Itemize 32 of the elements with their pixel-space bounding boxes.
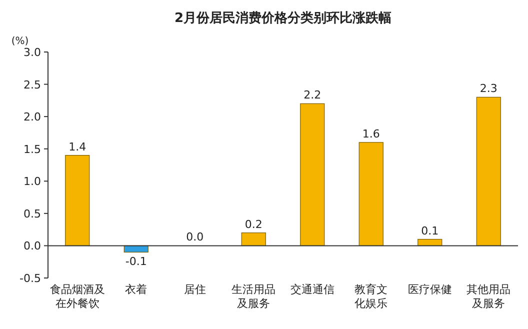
- x-tick-label: 居住: [183, 283, 206, 297]
- data-label: 1.4: [68, 140, 86, 154]
- data-label: 0.1: [421, 224, 439, 238]
- chart-title: 2月份居民消费价格分类别环比涨跌幅: [174, 11, 392, 26]
- data-label: -0.1: [125, 255, 147, 268]
- x-tick-label: 其他用品及服务: [466, 283, 512, 311]
- bar: [241, 232, 266, 246]
- data-label: 1.6: [362, 127, 380, 140]
- x-tick-label: 生活用品及服务: [231, 283, 276, 311]
- data-label: 0.0: [186, 230, 204, 244]
- y-tick-label: 1.0: [24, 175, 41, 188]
- data-label: 2.2: [304, 88, 322, 102]
- y-tick-label: 0.0: [24, 240, 41, 253]
- x-tick-label: 医疗保健: [407, 283, 452, 297]
- bar: [300, 103, 325, 246]
- bar: [124, 245, 148, 252]
- y-tick-label: -0.5: [20, 272, 41, 285]
- data-label: 2.3: [480, 82, 498, 96]
- x-tick-label: 衣着: [124, 283, 148, 297]
- y-tick-label: 3.0: [24, 46, 41, 59]
- x-tick-label: 教育文化娱乐: [354, 283, 388, 311]
- y-tick-label: 0.5: [24, 207, 41, 220]
- y-tick-label: 1.5: [24, 142, 41, 156]
- data-label: 0.2: [244, 218, 262, 231]
- y-tick-label: 2.0: [24, 110, 41, 124]
- bar: [65, 155, 90, 246]
- bar: [358, 142, 384, 246]
- x-tick-label: 交通通信: [290, 283, 335, 297]
- y-axis-title: (%): [11, 36, 29, 47]
- y-tick-label: 2.5: [24, 78, 41, 92]
- bar: [476, 96, 501, 246]
- x-tick-label: 食品烟酒及在外餐饮: [49, 283, 106, 311]
